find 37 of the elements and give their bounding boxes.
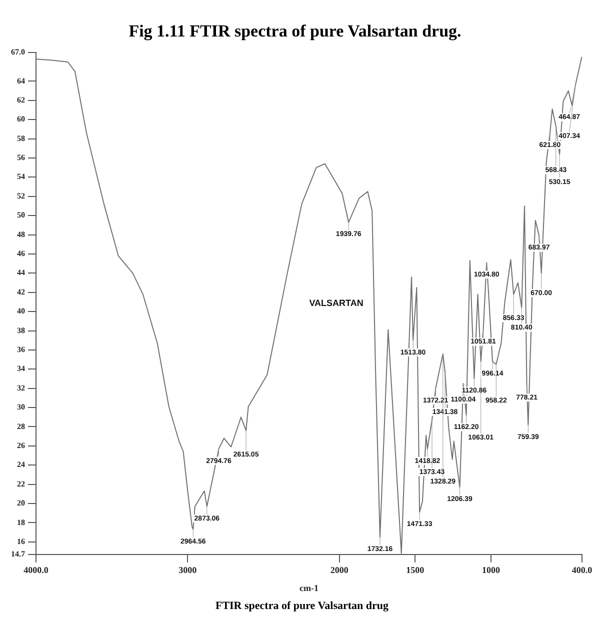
- y-tick-label: 22: [17, 479, 25, 488]
- y-tick-label: 32: [17, 383, 25, 392]
- x-tick-label: 400.0: [572, 565, 593, 576]
- y-tick-label: 52: [17, 191, 25, 200]
- x-axis-title: cm-1: [300, 582, 319, 593]
- y-tick-label: 48: [17, 230, 25, 239]
- y-tick-label: 34: [17, 364, 25, 374]
- y-tick-label: 38: [17, 326, 25, 335]
- x-tick-label: 4000.0: [24, 565, 49, 576]
- y-tick-label: 28: [17, 422, 25, 431]
- y-tick-label: 62: [17, 95, 25, 104]
- y-tick-label: 50: [17, 210, 25, 220]
- text: FTIR spectra of pure Valsartan drug: [214, 600, 390, 612]
- y-tick-label: 60: [17, 114, 25, 124]
- y-tick-label: 36: [17, 345, 25, 354]
- y-tick-label: 20: [17, 498, 25, 508]
- y-tick-label: 64: [17, 76, 25, 86]
- y-tick-label: 46: [17, 249, 25, 258]
- y-tick-label: 58: [17, 134, 25, 143]
- y-tick-label: 30: [17, 402, 25, 412]
- y-tick-label: 67.0: [11, 47, 25, 56]
- y-tick-label: 24: [17, 460, 25, 470]
- chart-title: Fig 1.11 FTIR spectra of pure Valsartan drug.: [128, 22, 462, 41]
- x-tick-label: 1000: [482, 565, 500, 576]
- y-tick-label: 44: [17, 268, 25, 278]
- y-tick-label: 54: [17, 172, 25, 182]
- y-tick-label: 42: [17, 287, 25, 296]
- x-tick-label: 1500: [406, 565, 425, 576]
- x-tick-label: 3000: [178, 565, 198, 576]
- y-tick-label: 16: [17, 536, 25, 546]
- y-tick-label: 14.7: [11, 549, 25, 558]
- y-tick-label: 56: [17, 153, 25, 162]
- x-tick-label: 2000: [330, 565, 349, 576]
- y-tick-label: 26: [17, 441, 25, 450]
- y-tick-label: 40: [17, 306, 25, 316]
- y-tick-label: 18: [17, 518, 25, 527]
- series-label: VALSARTAN: [309, 298, 364, 308]
